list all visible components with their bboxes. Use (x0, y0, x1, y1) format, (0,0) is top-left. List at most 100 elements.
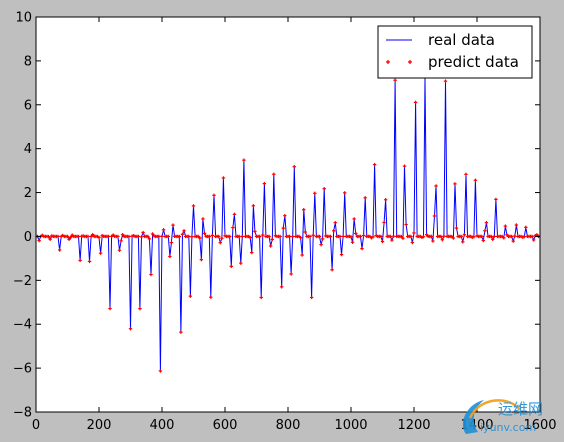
predict-marker (319, 242, 323, 247)
predict-marker (221, 176, 226, 180)
predict-marker (309, 295, 314, 300)
predict-marker (261, 233, 265, 237)
predict-marker (76, 234, 81, 239)
predict-marker (202, 231, 207, 236)
watermark-name: 运维网 (498, 400, 543, 418)
watermark-logo-icon (462, 400, 484, 434)
predict-marker (514, 223, 519, 227)
predict-marker (462, 232, 467, 237)
predict-marker (217, 234, 221, 239)
predict-marker (248, 235, 252, 240)
predict-marker (352, 217, 356, 221)
y-tick-label: −4 (13, 318, 32, 333)
predict-marker (278, 234, 282, 239)
predict-marker (339, 252, 344, 257)
predict-marker (491, 237, 495, 242)
predict-marker (503, 224, 508, 228)
predict-marker (410, 240, 415, 245)
predict-marker (242, 158, 246, 162)
predict-marker (188, 294, 193, 298)
predict-marker (494, 197, 498, 202)
predict-marker (331, 229, 336, 233)
predict-marker (281, 226, 285, 230)
predict-marker (402, 164, 407, 168)
predict-marker (489, 234, 493, 239)
predict-marker (267, 234, 271, 239)
predict-marker (106, 234, 111, 239)
predict-marker (218, 240, 222, 245)
predict-marker (259, 295, 263, 300)
predict-marker (388, 234, 393, 239)
predict-marker (168, 254, 172, 259)
predict-marker (298, 235, 303, 240)
predict-marker (421, 235, 426, 239)
predict-marker (522, 234, 526, 239)
predict-marker (68, 235, 73, 240)
predict-marker (480, 234, 484, 239)
predict-marker (473, 178, 478, 182)
predict-marker (220, 236, 224, 240)
predict-marker (149, 272, 153, 277)
predict-marker (56, 234, 60, 239)
predict-marker (360, 246, 364, 251)
predict-marker (250, 250, 254, 255)
predict-marker (127, 234, 131, 239)
predict-marker (343, 191, 347, 195)
watermark-swoosh-icon (468, 399, 522, 419)
predict-marker (169, 240, 174, 245)
predict-marker (338, 234, 342, 239)
predict-marker (350, 240, 355, 244)
predict-marker (459, 234, 463, 239)
predict-marker (492, 234, 497, 239)
predict-marker (157, 234, 161, 239)
predict-marker (341, 234, 345, 239)
predict-marker (472, 234, 476, 239)
predict-marker (117, 248, 122, 252)
predict-marker (128, 327, 133, 331)
y-tick-label: −8 (13, 406, 32, 421)
watermark: 运维网 iyunv.com (462, 399, 543, 434)
predict-marker (317, 234, 322, 239)
predict-marker (391, 234, 396, 238)
predict-marker (239, 261, 243, 265)
predict-marker (283, 214, 287, 218)
predict-marker (253, 229, 257, 234)
predict-marker (393, 78, 397, 82)
predict-marker (424, 232, 429, 237)
predict-marker (209, 295, 213, 299)
predict-marker (229, 264, 233, 269)
predict-marker (509, 234, 514, 239)
predict-marker (502, 236, 506, 240)
x-tick-label: 1600 (523, 418, 556, 433)
x-tick-labels: 0 200 400 600 800 1000 1200 1400 1600 (32, 418, 557, 433)
predict-marker (440, 238, 445, 242)
y-tick-label: −6 (13, 362, 32, 377)
predict-marker (371, 235, 375, 239)
predict-marker (291, 234, 295, 239)
legend-marker-swatch (386, 60, 412, 64)
predict-marker (439, 234, 443, 239)
predict-marker (311, 233, 315, 237)
axis-ticks (35, 16, 541, 413)
predict-marker (89, 234, 93, 239)
predict-marker (431, 239, 435, 243)
predict-marker (412, 231, 416, 235)
predict-marker (442, 234, 446, 238)
legend-box (377, 25, 533, 79)
predict-marker (48, 237, 52, 241)
predict-marker (308, 234, 312, 239)
x-tick-label: 200 (87, 418, 112, 433)
legend: real data predict data (377, 25, 533, 79)
predict-marker (349, 235, 353, 239)
predict-marker (313, 191, 317, 195)
x-tick-label: 800 (276, 418, 301, 433)
predict-marker (268, 244, 273, 248)
predict-marker (532, 238, 536, 242)
predict-marker (320, 237, 325, 241)
predict-marker (330, 268, 334, 272)
predict-marker (190, 235, 194, 239)
predict-marker (150, 232, 155, 236)
predict-marker (257, 234, 262, 239)
predict-marker (37, 238, 41, 243)
